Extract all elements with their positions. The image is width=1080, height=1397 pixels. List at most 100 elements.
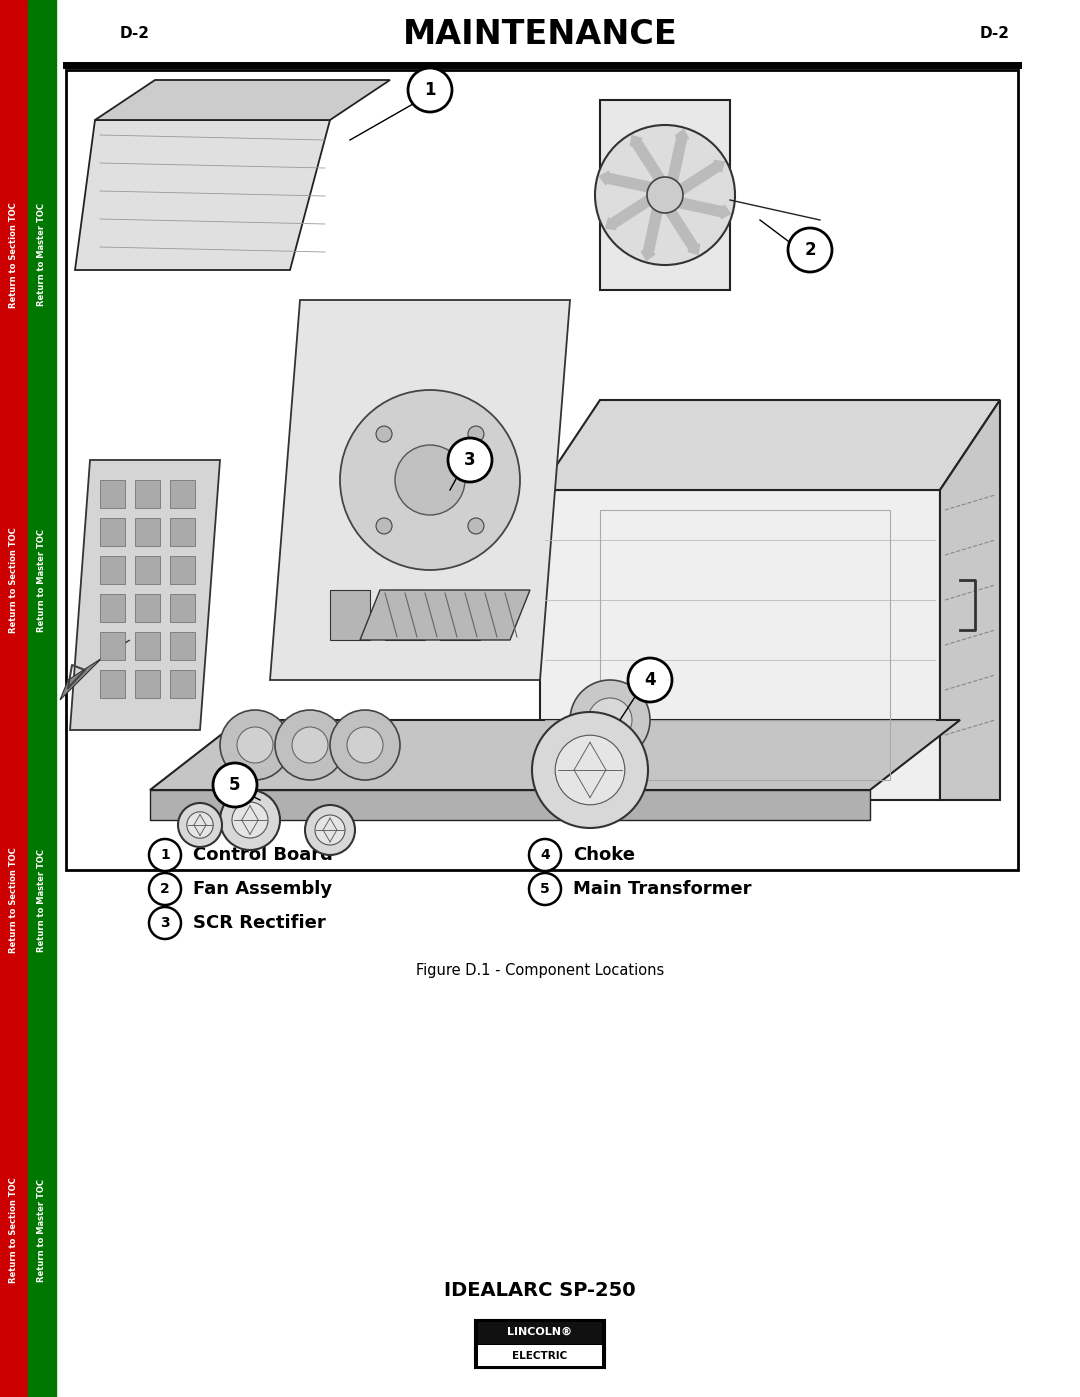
Polygon shape <box>150 789 870 820</box>
Circle shape <box>340 390 519 570</box>
Circle shape <box>347 726 383 763</box>
Polygon shape <box>135 671 160 698</box>
Text: Return to Section TOC: Return to Section TOC <box>10 203 18 307</box>
Polygon shape <box>135 631 160 659</box>
Circle shape <box>220 789 280 849</box>
Text: Fan Assembly: Fan Assembly <box>193 880 333 898</box>
Text: 3: 3 <box>464 451 476 469</box>
Circle shape <box>595 124 735 265</box>
Text: 5: 5 <box>540 882 550 895</box>
Polygon shape <box>150 719 960 789</box>
Bar <box>478 1322 602 1344</box>
Polygon shape <box>100 481 125 509</box>
Circle shape <box>376 426 392 441</box>
FancyArrow shape <box>599 172 660 194</box>
Text: Return to Section TOC: Return to Section TOC <box>10 847 18 953</box>
Polygon shape <box>100 631 125 659</box>
Circle shape <box>187 812 213 838</box>
FancyArrow shape <box>642 200 664 260</box>
Text: LINCOLN®: LINCOLN® <box>508 1327 572 1337</box>
Circle shape <box>627 658 672 703</box>
Bar <box>475 1320 605 1368</box>
Polygon shape <box>70 460 220 731</box>
Circle shape <box>788 228 832 272</box>
Polygon shape <box>384 590 426 640</box>
Text: Choke: Choke <box>573 847 635 863</box>
Text: IDEALARC SP-250: IDEALARC SP-250 <box>444 1281 636 1299</box>
Circle shape <box>395 446 465 515</box>
Circle shape <box>588 698 632 742</box>
Polygon shape <box>330 590 370 640</box>
FancyArrow shape <box>671 161 725 200</box>
Polygon shape <box>170 631 195 659</box>
Text: Return to Master TOC: Return to Master TOC <box>38 204 46 306</box>
Circle shape <box>315 814 345 845</box>
Text: 1: 1 <box>424 81 435 99</box>
Text: Return to Master TOC: Return to Master TOC <box>38 848 46 951</box>
Circle shape <box>149 873 181 905</box>
Polygon shape <box>940 400 1000 800</box>
Polygon shape <box>170 556 195 584</box>
FancyArrow shape <box>661 200 700 254</box>
Circle shape <box>647 177 683 212</box>
Polygon shape <box>100 518 125 546</box>
Polygon shape <box>170 671 195 698</box>
Circle shape <box>237 726 273 763</box>
Circle shape <box>532 712 648 828</box>
Polygon shape <box>170 481 195 509</box>
Circle shape <box>555 735 625 805</box>
Text: 3: 3 <box>160 916 170 930</box>
Polygon shape <box>540 490 940 800</box>
Polygon shape <box>95 80 390 120</box>
Text: D-2: D-2 <box>980 27 1010 42</box>
Polygon shape <box>100 671 125 698</box>
FancyArrow shape <box>631 136 670 190</box>
Text: 5: 5 <box>229 775 241 793</box>
Polygon shape <box>600 101 730 291</box>
Circle shape <box>149 907 181 939</box>
Circle shape <box>376 518 392 534</box>
Circle shape <box>529 873 561 905</box>
Polygon shape <box>440 590 480 640</box>
Text: Figure D.1 - Component Locations: Figure D.1 - Component Locations <box>416 963 664 978</box>
Circle shape <box>448 439 492 482</box>
Text: 2: 2 <box>805 242 815 258</box>
Polygon shape <box>135 481 160 509</box>
Polygon shape <box>100 556 125 584</box>
Circle shape <box>178 803 222 847</box>
Circle shape <box>213 763 257 807</box>
Circle shape <box>330 710 400 780</box>
Circle shape <box>529 840 561 870</box>
Circle shape <box>220 710 291 780</box>
Polygon shape <box>170 594 195 622</box>
Bar <box>66 70 1018 870</box>
Bar <box>28 0 56 1397</box>
Text: Return to Section TOC: Return to Section TOC <box>10 1178 18 1282</box>
Text: 4: 4 <box>540 848 550 862</box>
Circle shape <box>468 426 484 441</box>
Bar <box>478 1345 602 1366</box>
Bar <box>0 0 28 1397</box>
Polygon shape <box>100 594 125 622</box>
Text: SCR Rectifier: SCR Rectifier <box>193 914 326 932</box>
Circle shape <box>305 805 355 855</box>
Circle shape <box>468 518 484 534</box>
Polygon shape <box>135 556 160 584</box>
Circle shape <box>275 710 345 780</box>
Circle shape <box>292 726 328 763</box>
Text: 2: 2 <box>160 882 170 895</box>
FancyArrow shape <box>606 191 660 229</box>
Text: ELECTRIC: ELECTRIC <box>512 1351 568 1361</box>
FancyArrow shape <box>665 130 689 190</box>
Polygon shape <box>360 590 530 640</box>
FancyArrow shape <box>670 196 730 219</box>
Circle shape <box>149 840 181 870</box>
Text: Control Board: Control Board <box>193 847 333 863</box>
Text: 4: 4 <box>644 671 656 689</box>
Polygon shape <box>270 300 570 680</box>
Text: Return to Section TOC: Return to Section TOC <box>10 527 18 633</box>
Polygon shape <box>60 640 130 700</box>
Circle shape <box>408 68 453 112</box>
Polygon shape <box>135 594 160 622</box>
Circle shape <box>232 802 268 838</box>
